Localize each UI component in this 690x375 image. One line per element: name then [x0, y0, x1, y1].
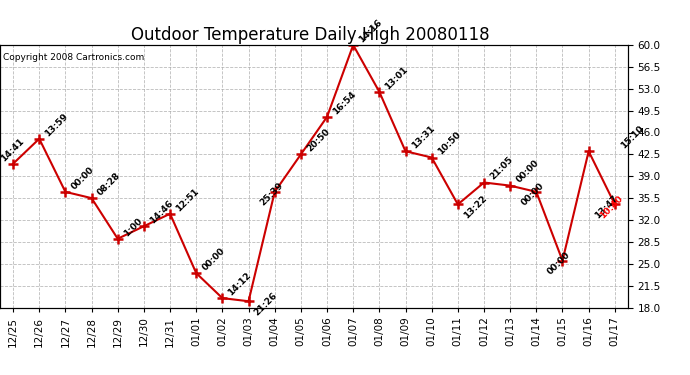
Text: 10:50: 10:50	[436, 130, 462, 157]
Text: 13:22: 13:22	[462, 194, 489, 220]
Text: 08:28: 08:28	[96, 171, 122, 197]
Text: 00:00: 00:00	[546, 250, 572, 276]
Text: 00:00: 00:00	[70, 165, 96, 191]
Text: 00:00: 00:00	[520, 182, 546, 208]
Text: 14:41: 14:41	[0, 136, 26, 163]
Text: 15:10: 15:10	[619, 124, 646, 150]
Text: 13:47: 13:47	[593, 194, 620, 220]
Text: 13:59: 13:59	[43, 111, 70, 138]
Text: 14:12: 14:12	[226, 271, 253, 297]
Text: 25:39: 25:39	[258, 181, 285, 208]
Text: 10:40: 10:40	[598, 194, 624, 220]
Text: Outdoor Temperature Daily High 20080118: Outdoor Temperature Daily High 20080118	[131, 26, 490, 44]
Text: Copyright 2008 Cartronics.com: Copyright 2008 Cartronics.com	[3, 53, 144, 62]
Text: 14:16: 14:16	[357, 18, 384, 44]
Text: 21:26: 21:26	[253, 291, 279, 317]
Text: 20:50: 20:50	[305, 127, 331, 154]
Text: 00:00: 00:00	[514, 159, 540, 185]
Text: 13:01: 13:01	[384, 64, 410, 91]
Text: 13:31: 13:31	[410, 124, 436, 150]
Text: 12:51: 12:51	[174, 186, 201, 213]
Text: 21:05: 21:05	[488, 155, 515, 182]
Text: 16:54: 16:54	[331, 89, 358, 116]
Text: 00:00: 00:00	[200, 246, 226, 272]
Text: 1:00: 1:00	[122, 216, 144, 238]
Text: 14:46: 14:46	[148, 199, 175, 225]
